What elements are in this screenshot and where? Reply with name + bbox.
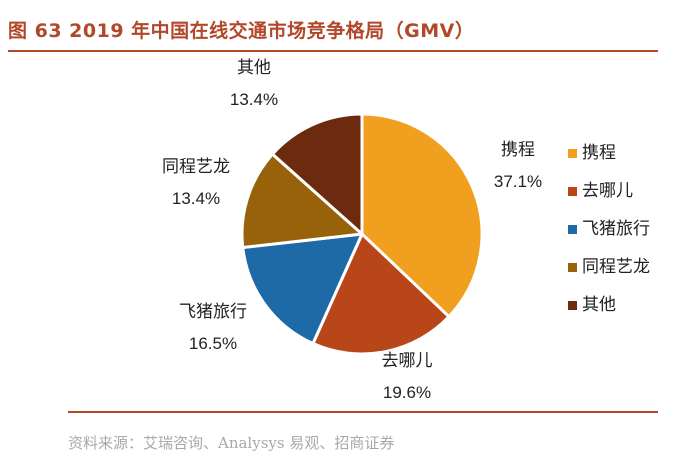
slice-ctrip	[360, 112, 484, 319]
legend-label: 飞猪旅行	[582, 219, 650, 239]
slice-qunar	[311, 232, 451, 356]
legend-swatch	[568, 301, 577, 310]
chart-title: 图 63 2019 年中国在线交通市场竞争格局（GMV）	[8, 20, 475, 42]
slice-value-label: 13.4%	[172, 189, 220, 208]
slice-category-label: 同程艺龙	[162, 157, 230, 177]
slice-category-label: 携程	[501, 140, 535, 160]
footer-rule	[68, 411, 658, 413]
legend-label: 携程	[582, 143, 616, 163]
slice-value-label: 13.4%	[230, 90, 278, 109]
title-underline	[8, 50, 658, 52]
slice-category-label: 飞猪旅行	[179, 302, 247, 322]
slice-other	[270, 112, 364, 236]
slice-tongcheng-elong	[240, 152, 364, 250]
legend-label: 其他	[582, 295, 616, 315]
legend-label: 同程艺龙	[582, 257, 650, 277]
legend-label: 去哪儿	[582, 181, 633, 201]
slice-category-label: 其他	[237, 58, 271, 78]
slice-value-label: 19.6%	[383, 383, 431, 402]
slice-value-label: 16.5%	[189, 334, 237, 353]
source-note: 资料来源：艾瑞咨询、Analysys 易观、招商证券	[68, 434, 395, 452]
legend-swatch	[568, 263, 577, 272]
legend-swatch	[568, 225, 577, 234]
legend-swatch	[568, 187, 577, 196]
slice-fliggy	[241, 232, 364, 346]
slice-value-label: 37.1%	[494, 172, 542, 191]
slice-category-label: 去哪儿	[382, 351, 433, 371]
legend-swatch	[568, 149, 577, 158]
